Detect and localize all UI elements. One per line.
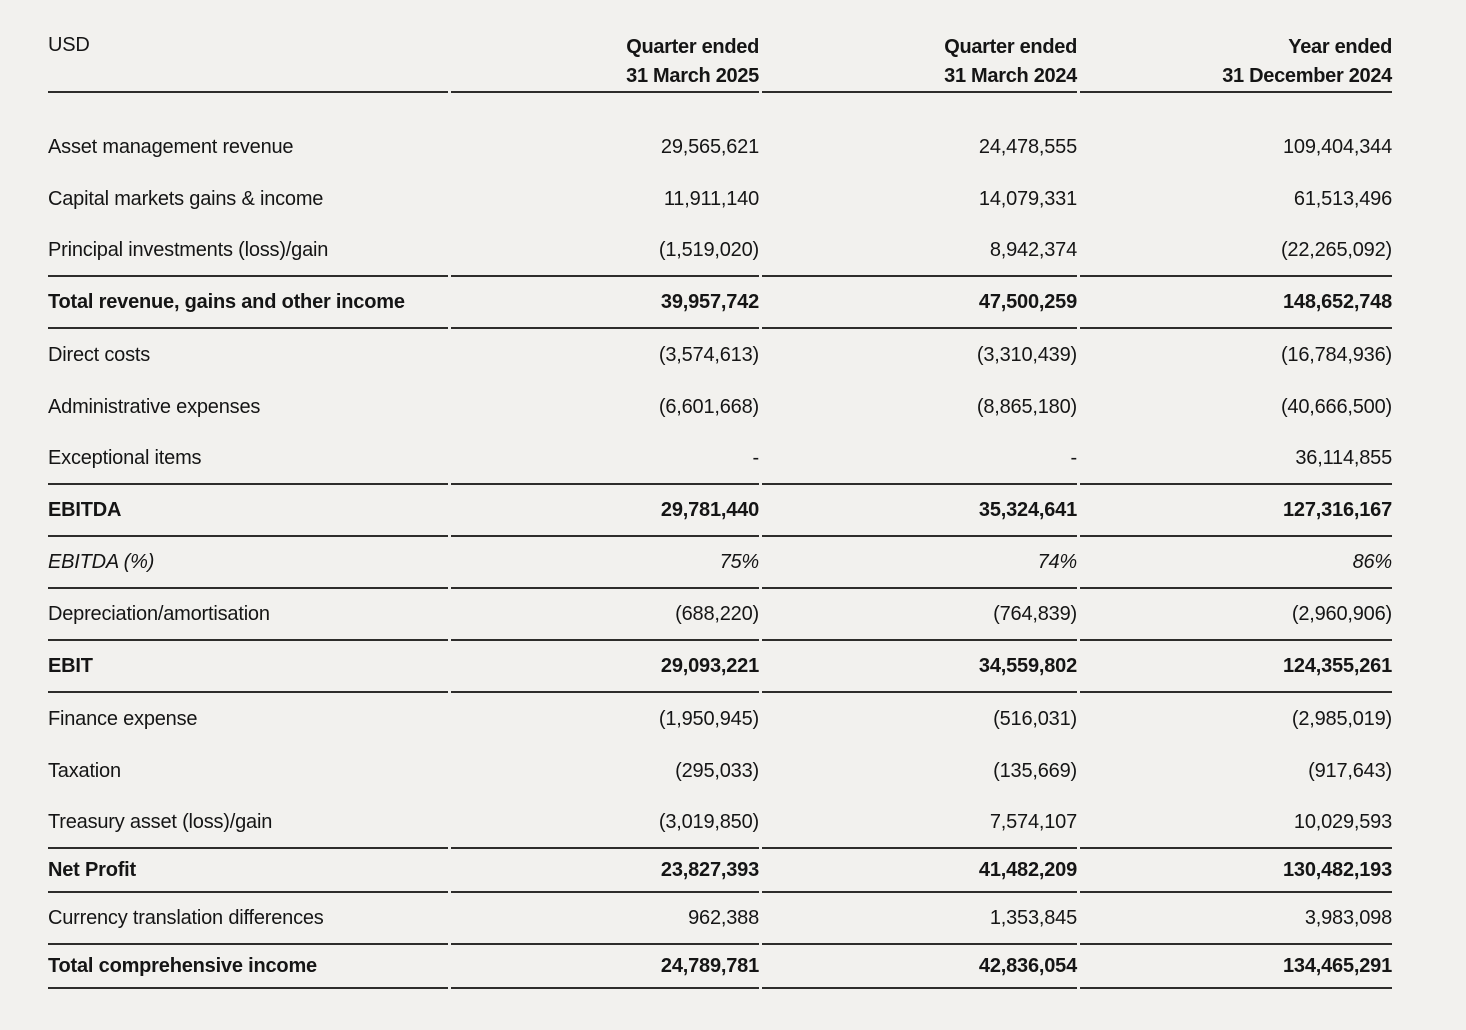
column-header-line1: Year ended xyxy=(1288,36,1392,58)
cell-value: 124,355,261 xyxy=(1080,641,1392,693)
cell-value: (40,666,500) xyxy=(1280,395,1392,418)
row-label: EBITDA xyxy=(48,485,448,537)
cell-value: (1,950,945) xyxy=(658,707,759,730)
cell-value: (917,643) xyxy=(1308,759,1392,782)
column-header-line2: 31 March 2024 xyxy=(944,65,1077,87)
cell-value: 10,029,593 xyxy=(1080,797,1392,849)
table-row-asset-management-revenue: Asset management revenue 29,565,621 24,4… xyxy=(48,121,1392,173)
cell-value: 134,465,291 xyxy=(1080,945,1392,989)
cell-value: (3,310,439) xyxy=(976,343,1077,366)
table-row-ebitda-percent: EBITDA (%) 75% 74% 86% xyxy=(48,537,1392,589)
cell-value: 3,983,098 xyxy=(1080,893,1392,945)
cell-value: 24,478,555 xyxy=(978,135,1077,158)
cell-value: 35,324,641 xyxy=(762,485,1077,537)
column-header-line1: Quarter ended xyxy=(626,36,759,58)
row-label: Exceptional items xyxy=(48,433,448,485)
row-label: Finance expense xyxy=(48,707,198,730)
cell-value: (135,669) xyxy=(993,759,1077,782)
row-label: Total revenue, gains and other income xyxy=(48,277,448,329)
table-body: Asset management revenue 29,565,621 24,4… xyxy=(48,121,1392,989)
row-label: EBITDA (%) xyxy=(48,537,448,589)
currency-unit-label: USD xyxy=(48,33,448,93)
cell-value: 127,316,167 xyxy=(1080,485,1392,537)
cell-value: (3,574,613) xyxy=(658,343,759,366)
cell-value: (764,839) xyxy=(762,589,1077,641)
cell-value: (295,033) xyxy=(675,759,759,782)
cell-value: (8,865,180) xyxy=(976,395,1077,418)
cell-value: (2,960,906) xyxy=(1080,589,1392,641)
row-label: Direct costs xyxy=(48,343,151,366)
table-row-net-profit: Net Profit 23,827,393 41,482,209 130,482… xyxy=(48,849,1392,893)
row-label: Taxation xyxy=(48,759,121,782)
cell-value: 29,781,440 xyxy=(451,485,759,537)
cell-value: (3,019,850) xyxy=(451,797,759,849)
cell-value: 962,388 xyxy=(451,893,759,945)
cell-value: 7,574,107 xyxy=(762,797,1077,849)
row-label: Net Profit xyxy=(48,849,448,893)
column-header-quarter-2024: Quarter ended 31 March 2024 xyxy=(762,33,1077,93)
row-label: Treasury asset (loss)/gain xyxy=(48,797,448,849)
row-label: Asset management revenue xyxy=(48,135,294,158)
row-label: Principal investments (loss)/gain xyxy=(48,225,448,277)
cell-value: 47,500,259 xyxy=(762,277,1077,329)
cell-value: 24,789,781 xyxy=(451,945,759,989)
table-row-ebitda: EBITDA 29,781,440 35,324,641 127,316,167 xyxy=(48,485,1392,537)
report-page: USD Quarter ended 31 March 2025 Quarter … xyxy=(48,33,1392,989)
row-label: Depreciation/amortisation xyxy=(48,589,448,641)
cell-value: (516,031) xyxy=(993,707,1077,730)
table-row-administrative-expenses: Administrative expenses (6,601,668) (8,8… xyxy=(48,381,1392,433)
row-label: Total comprehensive income xyxy=(48,945,448,989)
cell-value: 130,482,193 xyxy=(1080,849,1392,893)
cell-value: (2,985,019) xyxy=(1291,707,1392,730)
table-row-total-comprehensive-income: Total comprehensive income 24,789,781 42… xyxy=(48,945,1392,989)
column-header-line1: Quarter ended xyxy=(944,36,1077,58)
table-row-exceptional-items: Exceptional items - - 36,114,855 xyxy=(48,433,1392,485)
column-header-quarter-2025: Quarter ended 31 March 2025 xyxy=(451,33,759,93)
cell-value: - xyxy=(762,433,1077,485)
cell-value: (16,784,936) xyxy=(1280,343,1392,366)
cell-value: 75% xyxy=(451,537,759,589)
cell-value: 34,559,802 xyxy=(762,641,1077,693)
row-label: Administrative expenses xyxy=(48,395,261,418)
table-row-ebit: EBIT 29,093,221 34,559,802 124,355,261 xyxy=(48,641,1392,693)
cell-value: 148,652,748 xyxy=(1080,277,1392,329)
cell-value: 23,827,393 xyxy=(451,849,759,893)
table-row-depreciation: Depreciation/amortisation (688,220) (764… xyxy=(48,589,1392,641)
table-row-total-revenue: Total revenue, gains and other income 39… xyxy=(48,277,1392,329)
cell-value: 29,093,221 xyxy=(451,641,759,693)
column-header-line2: 31 March 2025 xyxy=(626,65,759,87)
table-row-principal-investments: Principal investments (loss)/gain (1,519… xyxy=(48,225,1392,277)
cell-value: 29,565,621 xyxy=(660,135,759,158)
column-header-line2: 31 December 2024 xyxy=(1222,65,1392,87)
table-row-treasury-asset: Treasury asset (loss)/gain (3,019,850) 7… xyxy=(48,797,1392,849)
table-row-taxation: Taxation (295,033) (135,669) (917,643) xyxy=(48,745,1392,797)
cell-value: 8,942,374 xyxy=(762,225,1077,277)
table-row-capital-markets: Capital markets gains & income 11,911,14… xyxy=(48,173,1392,225)
income-statement-table: USD Quarter ended 31 March 2025 Quarter … xyxy=(48,33,1392,989)
cell-value: (688,220) xyxy=(451,589,759,641)
table-row-finance-expense: Finance expense (1,950,945) (516,031) (2… xyxy=(48,693,1392,745)
table-row-currency-translation: Currency translation differences 962,388… xyxy=(48,893,1392,945)
cell-value: 39,957,742 xyxy=(451,277,759,329)
cell-value: 42,836,054 xyxy=(762,945,1077,989)
cell-value: - xyxy=(451,433,759,485)
cell-value: (6,601,668) xyxy=(658,395,759,418)
cell-value: 14,079,331 xyxy=(978,187,1077,210)
cell-value: 109,404,344 xyxy=(1282,135,1392,158)
cell-value: 1,353,845 xyxy=(762,893,1077,945)
row-label: Capital markets gains & income xyxy=(48,187,324,210)
cell-value: 11,911,140 xyxy=(663,187,759,210)
cell-value: 36,114,855 xyxy=(1080,433,1392,485)
cell-value: (22,265,092) xyxy=(1080,225,1392,277)
row-label: Currency translation differences xyxy=(48,893,448,945)
column-header-year-2024: Year ended 31 December 2024 xyxy=(1080,33,1392,93)
cell-value: 41,482,209 xyxy=(762,849,1077,893)
cell-value: 86% xyxy=(1080,537,1392,589)
table-header-row: USD Quarter ended 31 March 2025 Quarter … xyxy=(48,33,1392,107)
table-row-direct-costs: Direct costs (3,574,613) (3,310,439) (16… xyxy=(48,329,1392,381)
cell-value: 61,513,496 xyxy=(1293,187,1392,210)
row-label: EBIT xyxy=(48,641,448,693)
cell-value: (1,519,020) xyxy=(451,225,759,277)
cell-value: 74% xyxy=(762,537,1077,589)
